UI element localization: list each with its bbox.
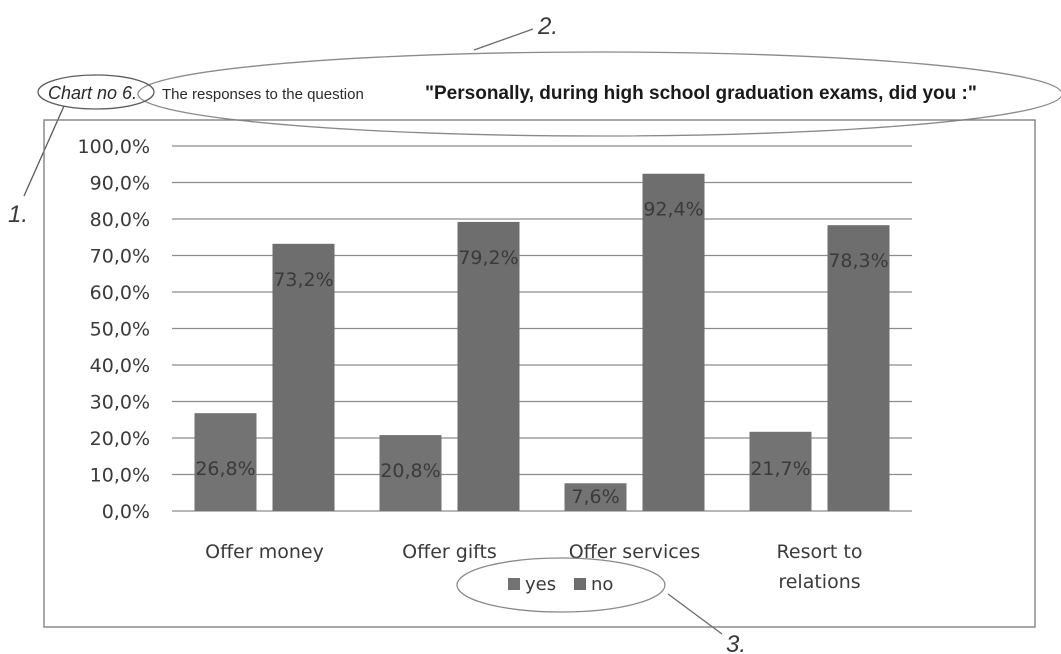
y-tick-label: 40,0% [90, 355, 150, 377]
bar-yes [564, 483, 627, 511]
data-labels: 26,8% 73,2% 20,8% 79,2% 7,6% 92,4% 21,7% 78,3% [195, 199, 888, 508]
annotation-leader-2 [473, 28, 534, 51]
category-label: Offer gifts [402, 541, 497, 563]
y-tick-label: 60,0% [90, 282, 150, 304]
y-tick-label: 80,0% [90, 209, 150, 231]
annotation-marker-3: 3. [726, 631, 746, 654]
y-tick-label: 0,0% [102, 501, 150, 523]
y-tick-label: 30,0% [90, 392, 150, 414]
category-label-line: Offer money [205, 541, 324, 563]
category-label-line: Offer gifts [402, 541, 497, 563]
category-label: Resort to relations [777, 541, 863, 593]
category-label: Offer money [205, 541, 324, 563]
legend-swatch-yes [508, 578, 520, 590]
y-tick-label: 70,0% [90, 246, 150, 268]
title-question: "Personally, during high school graduati… [425, 83, 977, 104]
data-label-no: 73,2% [273, 269, 333, 291]
bar-yes [379, 435, 442, 511]
chart-title: Chart no 6. The responses to the questio… [48, 83, 977, 104]
data-label-yes: 7,6% [571, 486, 619, 508]
legend-label-no: no [591, 574, 613, 595]
annotation-ellipse-2 [137, 51, 1061, 137]
category-labels: Offer money Offer gifts Offer services Reso… [205, 541, 862, 593]
data-label-yes: 26,8% [195, 458, 255, 480]
data-label-no: 78,3% [828, 250, 888, 272]
legend: yes no [508, 574, 613, 595]
bar-no [827, 225, 890, 511]
legend-swatch-no [574, 578, 586, 590]
data-label-yes: 21,7% [750, 458, 810, 480]
y-tick-label: 10,0% [90, 465, 150, 487]
bar-yes [749, 431, 812, 511]
y-tick-label: 100,0% [78, 136, 150, 158]
y-tick-label: 50,0% [90, 319, 150, 341]
y-tick-label: 90,0% [90, 173, 150, 195]
annotation-marker-2: 2. [537, 13, 558, 40]
data-label-yes: 20,8% [380, 460, 440, 482]
annotation-ellipse-1 [37, 74, 155, 110]
bar-yes [194, 413, 257, 511]
chart-number-label: Chart no 6. [48, 83, 137, 103]
category-label: Offer services [569, 541, 701, 563]
title-intro: The responses to the question [162, 86, 364, 103]
bar-no [272, 243, 335, 511]
category-label-line: Offer services [569, 541, 701, 563]
category-label-line: Resort to [777, 541, 863, 563]
annotation-leader-3 [667, 593, 723, 635]
bar-no [642, 173, 705, 512]
category-label-line: relations [778, 571, 860, 593]
bars [194, 173, 890, 512]
y-axis-ticks: 0,0% 10,0% 20,0% 30,0% 40,0% 50,0% 60,0% 70,0% 8… [78, 136, 150, 523]
annotation-ellipse-3 [456, 557, 666, 613]
bar-no [457, 221, 520, 512]
data-label-no: 92,4% [643, 199, 703, 221]
y-tick-label: 20,0% [90, 428, 150, 450]
data-label-no: 79,2% [458, 247, 518, 269]
annotation-marker-1: 1. [8, 201, 28, 228]
legend-label-yes: yes [525, 574, 556, 595]
chart-frame [43, 119, 1036, 628]
